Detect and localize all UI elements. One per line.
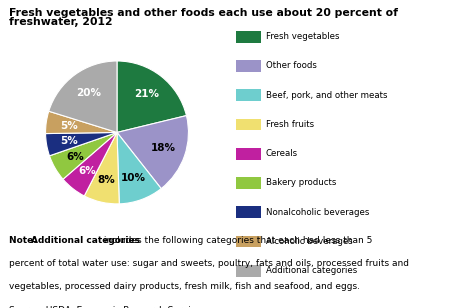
Text: percent of total water use: sugar and sweets, poultry, fats and oils, processed : percent of total water use: sugar and sw… <box>9 259 409 268</box>
Text: Fresh vegetables and other foods each use about 20 percent of: Fresh vegetables and other foods each us… <box>9 8 398 18</box>
Text: includes the following categories that each had less than 5: includes the following categories that e… <box>101 236 373 245</box>
Wedge shape <box>117 116 189 188</box>
Text: freshwater, 2012: freshwater, 2012 <box>9 17 112 27</box>
Text: 20%: 20% <box>76 88 101 98</box>
Wedge shape <box>50 132 117 179</box>
Wedge shape <box>45 132 117 156</box>
Text: Other foods: Other foods <box>266 61 316 71</box>
Text: Alcoholic beverages: Alcoholic beverages <box>266 237 352 246</box>
Text: Note:: Note: <box>9 236 40 245</box>
Wedge shape <box>117 61 186 132</box>
Wedge shape <box>49 61 117 132</box>
Text: vegetables, processed dairy products, fresh milk, fish and seafood, and eggs.: vegetables, processed dairy products, fr… <box>9 282 360 291</box>
Text: Additional categories: Additional categories <box>31 236 140 245</box>
Text: 6%: 6% <box>66 152 84 162</box>
Text: 6%: 6% <box>78 166 96 176</box>
Text: 18%: 18% <box>150 143 176 153</box>
Text: Nonalcoholic beverages: Nonalcoholic beverages <box>266 208 369 217</box>
Text: Bakery products: Bakery products <box>266 178 336 188</box>
Wedge shape <box>84 132 119 204</box>
Text: Beef, pork, and other meats: Beef, pork, and other meats <box>266 91 387 100</box>
Text: Fresh fruits: Fresh fruits <box>266 120 314 129</box>
Wedge shape <box>63 132 117 196</box>
Text: 10%: 10% <box>121 173 146 183</box>
Text: 5%: 5% <box>60 136 78 146</box>
Wedge shape <box>117 132 161 204</box>
Text: Additional categories: Additional categories <box>266 266 357 275</box>
Text: Cereals: Cereals <box>266 149 297 158</box>
Text: 21%: 21% <box>135 89 160 99</box>
Wedge shape <box>45 111 117 134</box>
Text: 5%: 5% <box>60 120 78 131</box>
Text: 8%: 8% <box>97 175 115 185</box>
Text: Fresh vegetables: Fresh vegetables <box>266 32 339 41</box>
Text: Source: USDA, Economic Research Service.: Source: USDA, Economic Research Service. <box>9 306 204 308</box>
